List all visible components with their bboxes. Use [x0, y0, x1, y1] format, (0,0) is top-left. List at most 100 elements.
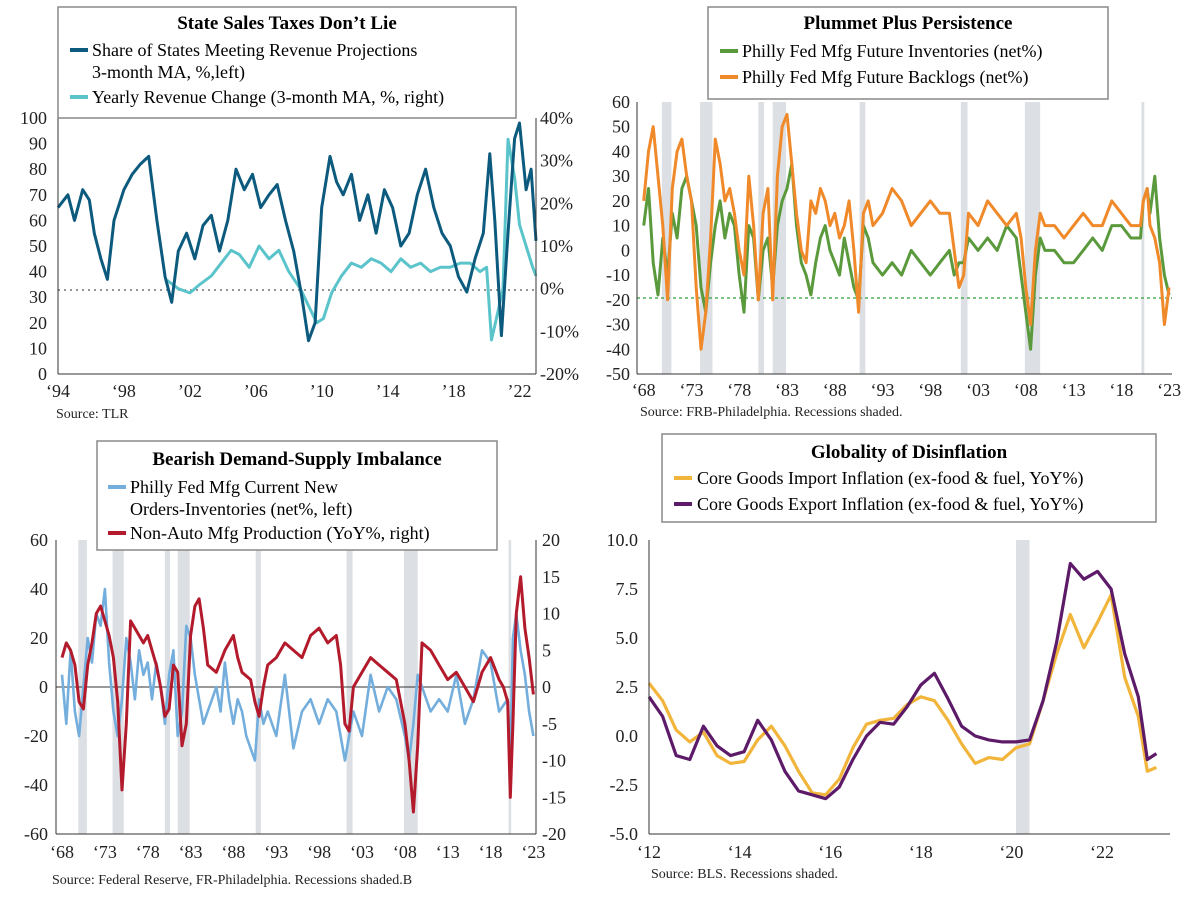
p1-series-share-of-states [56, 121, 538, 343]
panel-plummet-plus-persistence: -50 -40 -30 -20 -10 0 10 20 30 40 50 60 ‘68 ‘73 ‘78 ‘8… [606, 6, 1181, 420]
p4-x-tick-5: ‘22 [1090, 842, 1114, 862]
p2-y-ticks: -50 -40 -30 -20 -10 0 10 20 30 40 50 60 [606, 92, 630, 384]
p3-x-tick-6: ‘98 [307, 842, 331, 862]
p1-right-tick-5: 30% [540, 151, 573, 171]
p4-x-tick-1: ‘14 [728, 842, 752, 862]
p1-right-tick-0: -20% [540, 364, 579, 384]
p3-left-tick-2: -20 [24, 726, 48, 746]
p2-y-tick-9: 40 [612, 141, 630, 161]
p1-source: Source: TLR [56, 407, 129, 422]
p3-left-ticks: -60 -40 -20 0 20 40 60 [24, 530, 48, 844]
p1-legend-label-1: Share of States Meeting Revenue Projecti… [92, 40, 417, 60]
p3-x-tick-11: ‘23 [521, 842, 545, 862]
p3-right-tick-3: -5 [542, 714, 557, 734]
p3-left-tick-5: 40 [30, 579, 48, 599]
p2-y-tick-8: 30 [612, 166, 630, 186]
p3-source: Source: Federal Reserve, FR-Philadelphia… [52, 873, 412, 888]
p1-left-tick-6: 60 [29, 210, 47, 230]
p2-x-tick-2: ‘78 [727, 380, 751, 400]
p1-left-tick-9: 90 [29, 134, 47, 154]
p4-title: Globality of Disinflation [811, 442, 1008, 463]
p1-left-tick-1: 10 [29, 338, 47, 358]
p2-x-tick-5: ‘93 [871, 380, 895, 400]
p4-legend-label-1: Core Goods Import Inflation (ex-food & f… [697, 468, 1083, 489]
p2-y-tick-0: -50 [606, 364, 630, 384]
p2-y-tick-4: -10 [606, 265, 630, 285]
p2-recession-7 [1141, 102, 1145, 374]
p3-right-tick-0: -20 [542, 824, 566, 844]
p3-legend-box [96, 440, 498, 551]
p3-x-tick-7: ‘03 [350, 842, 374, 862]
p3-series-new-orders-inventories [60, 587, 535, 762]
p4-x-ticks: ‘12 ‘14 ‘16 ‘18 ‘20 ‘22 [637, 842, 1114, 862]
p1-legend-box [57, 6, 517, 119]
p3-legend-label-1b: Orders-Inventories (net%, left) [130, 499, 352, 520]
p2-x-tick-10: ‘18 [1109, 380, 1133, 400]
p2-recession-5 [960, 102, 968, 374]
p4-y-tick-0: -5.0 [610, 824, 639, 844]
p1-x-tick-3: ’06 [244, 381, 268, 401]
p3-legend-label-1: Philly Fed Mfg Current New [130, 477, 338, 497]
p4-series [647, 561, 1158, 801]
p1-legend-label-1b: 3-month MA, %,left) [92, 62, 245, 83]
p4-y-tick-3: 2.5 [616, 677, 639, 697]
p1-legend-label-2: Yearly Revenue Change (3-month MA, %, ri… [92, 87, 444, 108]
p2-y-tick-11: 60 [612, 92, 630, 112]
p3-right-tick-6: 10 [542, 604, 560, 624]
p1-left-tick-5: 50 [29, 236, 47, 256]
p3-right-tick-5: 5 [542, 640, 551, 660]
p4-y-tick-1: -2.5 [610, 775, 639, 795]
p1-right-ticks: -20% -10% 0% 10% 20% 30% 40% [540, 108, 579, 384]
p1-right-tick-3: 10% [540, 236, 573, 256]
p3-series [60, 575, 535, 814]
p2-recession-0 [661, 102, 672, 374]
p2-y-tick-5: 0 [621, 240, 630, 260]
p2-x-tick-3: ‘83 [775, 380, 799, 400]
p3-x-tick-4: ‘88 [221, 842, 245, 862]
p3-left-tick-0: -60 [24, 824, 48, 844]
p4-legend-label-2: Core Goods Export Inflation (ex-food & f… [697, 494, 1083, 515]
p3-left-tick-1: -40 [24, 775, 48, 795]
p3-right-tick-8: 20 [542, 530, 560, 550]
panel-bearish-demand-supply: -60 -40 -20 0 20 40 60 -20 -15 -10 -5 0 5 10 15 20 ‘68… [24, 440, 566, 888]
p2-x-tick-11: ‘23 [1157, 380, 1181, 400]
p3-right-tick-4: 0 [542, 677, 551, 697]
p4-recessions [1015, 540, 1030, 834]
p2-y-tick-3: -20 [606, 290, 630, 310]
p2-x-ticks: ‘68 ‘73 ‘78 ‘83 ‘88 ‘93 ‘98 ‘03 ‘08 ‘13 ‘18 ‘23 [632, 380, 1181, 400]
p4-series-import-inflation [647, 593, 1158, 797]
p3-title: Bearish Demand-Supply Imbalance [152, 449, 441, 470]
p3-x-tick-8: ‘08 [393, 842, 417, 862]
p4-x-tick-2: ‘16 [818, 842, 842, 862]
p1-left-tick-8: 80 [29, 159, 47, 179]
p1-left-tick-3: 30 [29, 287, 47, 307]
p4-legend-box [661, 433, 1157, 523]
p1-right-tick-2: 0% [540, 279, 564, 299]
p1-right-tick-4: 20% [540, 193, 573, 213]
p2-series-inventories [642, 162, 1171, 351]
p2-x-tick-1: ‘73 [679, 380, 703, 400]
p1-left-tick-10: 100 [20, 108, 47, 128]
p2-y-tick-1: -40 [606, 339, 630, 359]
panel-globality-of-disinflation: -5.0 -2.5 0.0 2.5 5.0 7.5 10.0 ‘12 ‘14 ‘16 ‘18 ‘20… [607, 433, 1170, 882]
p2-x-tick-4: ‘88 [823, 380, 847, 400]
p4-y-ticks: -5.0 -2.5 0.0 2.5 5.0 7.5 10.0 [607, 530, 639, 844]
p1-x-tick-4: ’10 [310, 381, 334, 401]
p4-recession-0 [1015, 540, 1030, 834]
panel-state-sales-taxes: 0 10 20 30 40 50 60 70 80 90 100 -20% -10% 0% 10% 20% 3… [20, 6, 579, 422]
p1-left-tick-4: 40 [29, 262, 47, 282]
p4-x-tick-0: ‘12 [637, 842, 661, 862]
p2-legend-label-1: Philly Fed Mfg Future Inventories (net%) [742, 41, 1042, 62]
p4-y-tick-6: 10.0 [607, 530, 639, 550]
p4-y-tick-2: 0.0 [616, 726, 639, 746]
p2-series-backlogs [642, 112, 1171, 351]
p1-title: State Sales Taxes Don’t Lie [177, 13, 397, 34]
p2-y-tick-6: 10 [612, 216, 630, 236]
p2-y-tick-10: 50 [612, 117, 630, 137]
p2-series [642, 112, 1171, 351]
p4-x-tick-3: ‘18 [909, 842, 933, 862]
p3-right-tick-7: 15 [542, 567, 560, 587]
p4-x-tick-4: ‘20 [999, 842, 1023, 862]
p2-legend-box [707, 6, 1109, 100]
